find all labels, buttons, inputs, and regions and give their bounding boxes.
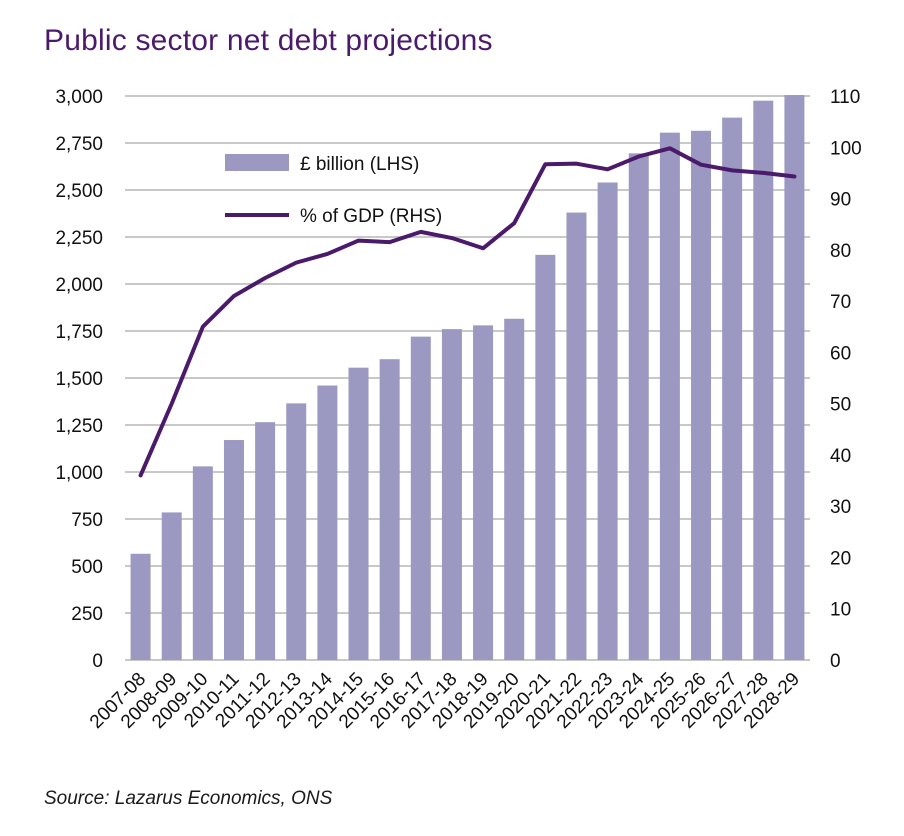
bar-2014-15	[348, 367, 369, 660]
bar-2027-28	[753, 100, 774, 660]
right-axis-ticks: 0 10 20 30 40 50 60 70 80 90 100 110	[830, 87, 862, 672]
left-axis-tick-label: 2,500	[55, 181, 103, 202]
right-axis-tick-label: 70	[830, 292, 851, 313]
source-note: Source: Lazarus Economics, ONS	[44, 788, 333, 809]
left-axis-tick-label: 0	[92, 651, 103, 672]
bar-series	[130, 95, 805, 661]
right-axis-tick-label: 100	[830, 138, 862, 159]
bar-2020-21	[535, 254, 556, 661]
left-axis-tick-label: 2,000	[55, 275, 103, 296]
right-axis-tick-label: 60	[830, 343, 851, 364]
bar-2022-23	[597, 182, 618, 661]
left-axis-tick-label: 1,750	[55, 322, 103, 343]
legend: £ billion (LHS) % of GDP (RHS)	[225, 154, 442, 227]
bar-2026-27	[722, 117, 743, 661]
right-axis-tick-label: 110	[830, 87, 860, 108]
right-axis-tick-label: 0	[830, 651, 841, 672]
bar-2013-14	[317, 385, 338, 660]
right-axis-tick-label: 10	[830, 600, 851, 621]
bar-2028-29	[784, 95, 805, 660]
bar-2008-09	[161, 512, 182, 660]
bar-2007-08	[130, 553, 151, 660]
left-axis-tick-label: 750	[71, 510, 103, 531]
legend-label-bar: £ billion (LHS)	[300, 154, 419, 175]
bar-2021-22	[566, 212, 587, 660]
bar-2009-10	[192, 466, 213, 660]
bar-2016-17	[410, 336, 431, 660]
left-axis-tick-label: 1,500	[55, 369, 103, 390]
bar-2024-25	[659, 132, 680, 660]
bar-2012-13	[286, 403, 307, 660]
legend-swatch-bar	[225, 154, 289, 171]
left-axis-tick-label: 2,750	[55, 134, 103, 155]
bar-2011-12	[255, 422, 276, 660]
bar-2015-16	[379, 359, 400, 660]
bar-2010-11	[223, 440, 244, 660]
left-axis-tick-label: 3,000	[55, 87, 103, 108]
left-axis-tick-label: 2,250	[55, 228, 103, 249]
right-axis-tick-label: 50	[830, 395, 851, 416]
left-axis-tick-label: 500	[71, 557, 103, 578]
left-axis-ticks: 0 250 500 750 1,000 1,250 1,500 1,750 2,000 2,250…	[55, 87, 103, 672]
right-axis-tick-label: 80	[830, 241, 851, 262]
legend-label-line: % of GDP (RHS)	[300, 206, 442, 227]
bar-2019-20	[504, 318, 525, 660]
left-axis-tick-label: 1,000	[55, 463, 103, 484]
bar-2025-26	[691, 130, 712, 660]
bar-2018-19	[473, 325, 494, 660]
right-axis-tick-label: 20	[830, 548, 851, 569]
bar-2017-18	[441, 329, 462, 660]
bar-2023-24	[628, 153, 649, 660]
chart-title: Public sector net debt projections	[44, 24, 493, 57]
right-axis-tick-label: 30	[830, 497, 851, 518]
left-axis-tick-label: 250	[71, 604, 103, 625]
right-axis-tick-label: 90	[830, 190, 851, 211]
x-axis-ticks: 2007-082008-092009-102010-112011-122012-…	[86, 668, 804, 732]
right-axis-tick-label: 40	[830, 446, 851, 467]
line-series	[138, 146, 797, 478]
left-axis-tick-label: 1,250	[55, 416, 103, 437]
gdp-percent-line	[138, 146, 797, 478]
